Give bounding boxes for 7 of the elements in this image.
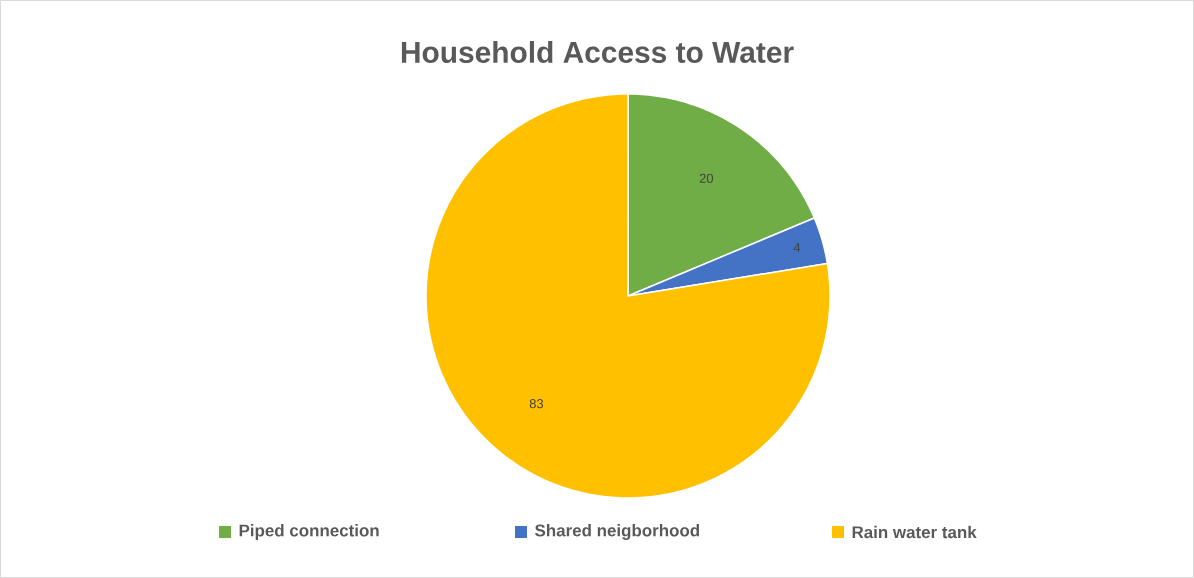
legend-label: Rain water tank <box>852 525 977 539</box>
data-label: 20 <box>699 173 714 183</box>
legend-label: Shared neigborhood <box>535 524 700 540</box>
chart-title: Household Access to Water <box>401 41 794 63</box>
data-label: 4 <box>793 243 801 253</box>
data-label: 83 <box>529 399 544 409</box>
legend-label: Piped connection <box>239 524 379 540</box>
